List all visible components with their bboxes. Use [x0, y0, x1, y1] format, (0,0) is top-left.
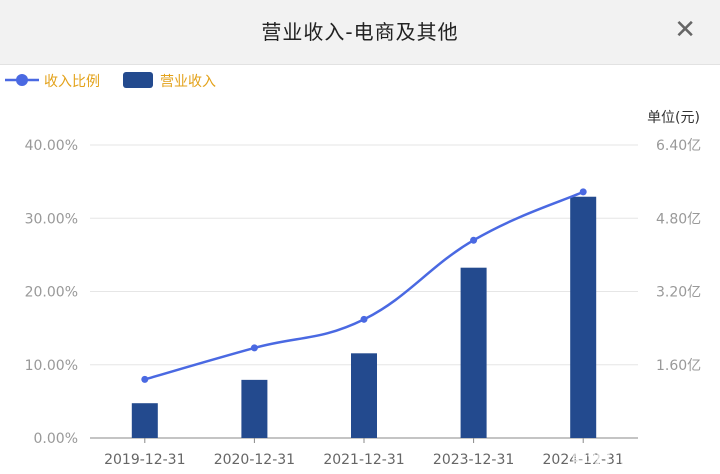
- left-tick-label: 40.00%: [25, 138, 78, 154]
- close-icon[interactable]: ✕: [674, 15, 696, 45]
- x-tick-label: 2020-12-31: [214, 452, 295, 468]
- line-marker-icon: [5, 74, 39, 86]
- revenue-bar: [241, 379, 268, 438]
- right-tick-label: 1.60亿: [656, 358, 701, 374]
- x-tick-label: 2019-12-31: [104, 452, 185, 468]
- legend-item-revenue[interactable]: 营业收入: [122, 70, 232, 90]
- left-tick-label: 0.00%: [34, 431, 78, 447]
- ratio-point: [470, 236, 478, 244]
- dialog-header: 营业收入-电商及其他 ✕: [0, 0, 720, 65]
- ratio-point: [141, 375, 149, 383]
- revenue-bar: [570, 196, 597, 438]
- legend-label-revenue: 营业收入: [160, 74, 216, 90]
- legend-label-ratio: 收入比例: [44, 74, 100, 90]
- revenue-bar: [460, 267, 487, 438]
- right-tick-label: 4.80亿: [656, 211, 701, 227]
- legend-item-ratio[interactable]: 收入比例: [4, 70, 114, 90]
- left-tick-label: 20.00%: [25, 285, 78, 301]
- bar-marker-icon: [123, 72, 153, 88]
- left-tick-label: 10.00%: [25, 358, 78, 374]
- unit-label: 单位(元): [647, 110, 700, 126]
- x-tick-label: 2023-12-31: [433, 452, 514, 468]
- ratio-point: [360, 315, 368, 323]
- right-tick-label: 3.20亿: [656, 285, 701, 301]
- revenue-bar: [351, 353, 377, 438]
- ratio-point: [579, 188, 587, 196]
- x-tick-label: 2024-12-31: [543, 452, 624, 468]
- x-tick-label: 2021-12-31: [323, 452, 404, 468]
- revenue-bar: [131, 403, 158, 438]
- ratio-point: [250, 344, 258, 352]
- left-tick-label: 30.00%: [25, 211, 78, 227]
- right-tick-label: 6.40亿: [656, 138, 701, 154]
- ratio-line: [144, 190, 584, 381]
- chart-title: 营业收入-电商及其他: [261, 20, 459, 44]
- watermark: 雪球：财报君享汇: [570, 448, 706, 468]
